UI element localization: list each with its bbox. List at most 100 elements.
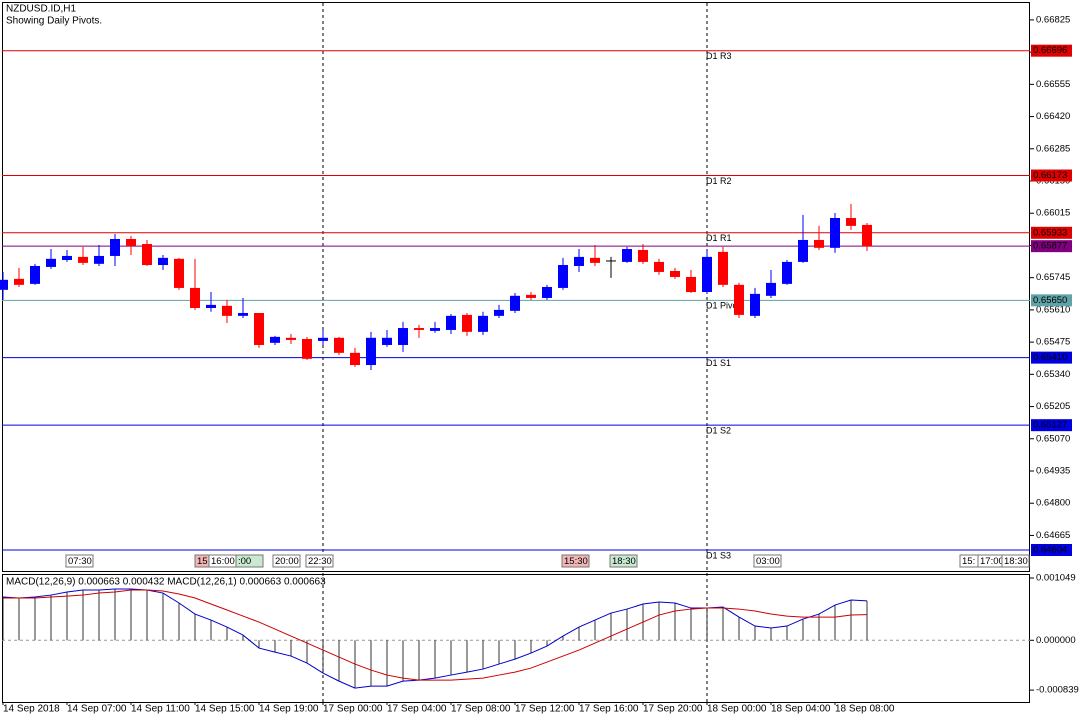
x-tick-label: 17 Sep 08:00 — [451, 704, 511, 715]
y-tick-label: 0.66015 — [1036, 208, 1070, 219]
y-tick-label: 0.000000 — [1036, 635, 1076, 646]
candle-body — [510, 295, 520, 311]
time-tag-box — [65, 554, 94, 568]
candle-body — [814, 239, 824, 248]
candle-body — [398, 328, 408, 345]
y-tick-label: 0.001049 — [1036, 573, 1076, 584]
time-tag: 16:00 — [211, 556, 235, 567]
time-tag: 17:00 — [980, 556, 1004, 567]
candle-body — [766, 282, 776, 296]
candle-body — [286, 337, 296, 340]
candle-body — [110, 239, 120, 256]
candle-body — [334, 337, 344, 353]
time-tag: 03:00 — [756, 556, 780, 567]
x-tick-label: 14 Sep 11:00 — [131, 704, 190, 715]
candle-body — [0, 279, 8, 290]
y-tick-label: 0.64800 — [1036, 498, 1070, 509]
pivot-price-box — [1031, 44, 1072, 57]
time-tag-box — [1001, 554, 1030, 568]
y-tick-label: 0.66555 — [1036, 79, 1070, 90]
candle-body — [638, 249, 648, 262]
time-tag-box — [235, 554, 264, 568]
candle-body — [414, 328, 424, 330]
candle-body — [94, 255, 104, 264]
pivot-price-box — [1031, 226, 1072, 239]
candle-body — [430, 328, 440, 331]
candle-body — [590, 257, 600, 263]
pivot-price-label: 0.65650 — [1033, 295, 1067, 306]
last-price-label: 0.65877 — [1033, 241, 1067, 252]
candle-body — [302, 339, 312, 359]
time-tag-box — [753, 554, 782, 568]
pivot-price-box — [1031, 543, 1072, 556]
y-tick-label: 0.65070 — [1036, 433, 1070, 444]
x-tick-label: 14 Sep 19:00 — [259, 704, 319, 715]
candle-body — [750, 293, 760, 316]
candle-body — [158, 257, 168, 266]
time-tag: 18:30 — [1004, 556, 1028, 567]
macd-line — [3, 589, 868, 681]
candle-body — [382, 337, 392, 345]
time-tag-box — [561, 554, 590, 568]
candle-body — [366, 337, 376, 366]
chart-title: NZDUSD.ID,H1 — [6, 4, 76, 15]
pivot-name: D1 R3 — [706, 51, 732, 61]
pivot-name: D1 R2 — [706, 176, 732, 186]
candle-body — [702, 256, 712, 292]
candle-body — [254, 312, 264, 345]
pivot-name: D1 Pivot — [706, 301, 741, 311]
time-tag-box — [609, 554, 638, 568]
time-tag: 20:00 — [275, 556, 299, 567]
candle-body — [142, 244, 152, 266]
candle-body — [46, 258, 56, 267]
pivot-price-box — [1031, 169, 1072, 182]
candle-body — [798, 239, 808, 262]
candle-body — [526, 294, 536, 298]
candle-body — [494, 309, 504, 316]
x-tick-label: 18 Sep 08:00 — [835, 704, 895, 715]
x-tick-label: 14 Sep 15:00 — [195, 704, 255, 715]
chart-subtitle: Showing Daily Pivots. — [6, 16, 102, 27]
y-tick-label: 0.65610 — [1036, 304, 1070, 315]
candle-body — [62, 255, 72, 261]
x-tick-label: 17 Sep 00:00 — [323, 704, 383, 715]
macd-title: MACD(12,26,9) 0.000663 0.000432 MACD(12,… — [6, 577, 326, 588]
y-tick-label: 0.65205 — [1036, 401, 1070, 412]
candle-body — [446, 315, 456, 330]
x-tick-label: 14 Sep 07:00 — [67, 704, 127, 715]
pivot-name: D1 S2 — [706, 426, 731, 436]
x-tick-label: 17 Sep 20:00 — [643, 704, 703, 715]
y-tick-label: 0.64665 — [1036, 530, 1070, 541]
candle-body — [238, 312, 248, 316]
candle-body — [222, 305, 232, 316]
last-price-box — [1031, 240, 1072, 253]
time-tag: :00 — [238, 556, 251, 567]
y-tick-label: 0.66285 — [1036, 143, 1070, 154]
pivot-price-label: 0.65127 — [1033, 420, 1067, 431]
time-tag: 15:30 — [564, 556, 588, 567]
pivot-name: D1 S3 — [706, 550, 731, 560]
pivot-price-label: 0.64604 — [1033, 545, 1067, 556]
candle-body — [30, 265, 40, 284]
y-tick-label: 0.65340 — [1036, 369, 1070, 380]
y-tick-label: 0.66420 — [1036, 111, 1070, 122]
x-tick-label: 14 Sep 2018 — [3, 704, 60, 715]
candle-body — [574, 256, 584, 266]
candle-body — [782, 261, 792, 284]
pivot-name: D1 R1 — [706, 233, 732, 243]
candle-body — [622, 249, 632, 262]
candle-body — [190, 287, 200, 308]
x-tick-label: 17 Sep 04:00 — [387, 704, 447, 715]
time-tag: 22:30 — [308, 556, 332, 567]
candle-body — [670, 270, 680, 277]
pivot-price-label: 0.65933 — [1033, 227, 1067, 238]
pivot-price-box — [1031, 294, 1072, 307]
y-tick-label: 0.65475 — [1036, 337, 1070, 348]
pivot-name: D1 S1 — [706, 358, 731, 368]
main-panel-frame — [2, 2, 1030, 572]
time-tag: 15: — [962, 556, 975, 567]
pivot-price-box — [1031, 419, 1072, 432]
candle-body — [558, 265, 568, 288]
candle-body — [174, 258, 184, 288]
